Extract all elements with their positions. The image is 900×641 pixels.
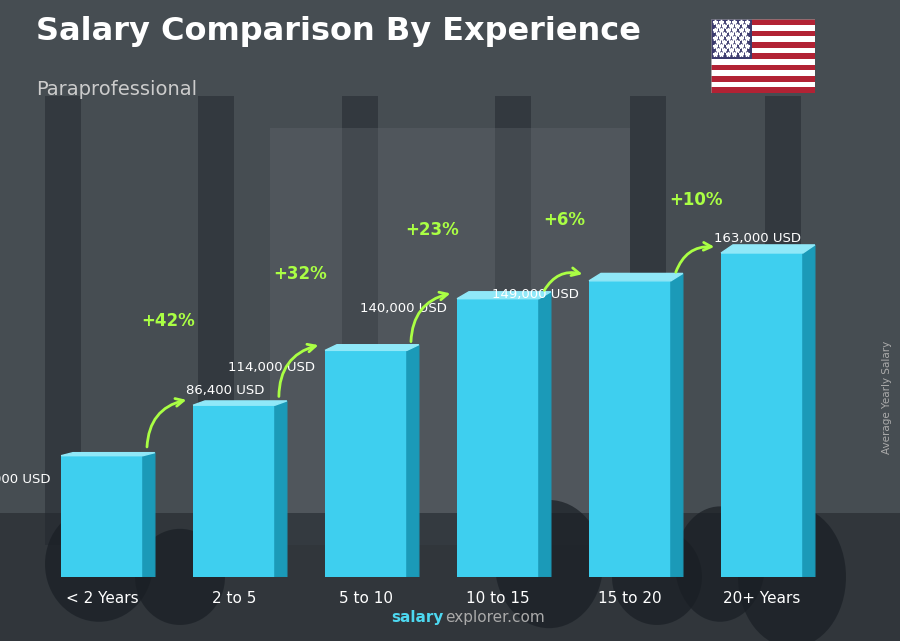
Text: Average Yearly Salary: Average Yearly Salary <box>881 341 892 454</box>
Bar <box>342 96 378 545</box>
Bar <box>711 76 814 81</box>
Polygon shape <box>721 245 815 253</box>
Text: +42%: +42% <box>141 312 195 329</box>
Bar <box>711 53 814 59</box>
Polygon shape <box>274 401 287 577</box>
Text: Salary Comparison By Experience: Salary Comparison By Experience <box>36 16 641 47</box>
Ellipse shape <box>135 529 225 625</box>
Bar <box>325 351 407 577</box>
Ellipse shape <box>612 529 702 625</box>
Text: Paraprofessional: Paraprofessional <box>36 80 197 99</box>
Bar <box>711 87 814 93</box>
Text: +32%: +32% <box>273 265 327 283</box>
Bar <box>711 37 814 42</box>
Bar <box>765 96 801 545</box>
Ellipse shape <box>45 506 153 622</box>
Polygon shape <box>143 453 155 577</box>
Bar <box>711 19 814 25</box>
Polygon shape <box>61 453 155 456</box>
Bar <box>711 71 814 76</box>
Polygon shape <box>325 345 418 351</box>
Bar <box>45 96 81 545</box>
Bar <box>711 25 814 31</box>
Text: +6%: +6% <box>543 211 585 229</box>
Ellipse shape <box>495 500 603 628</box>
Polygon shape <box>803 245 815 577</box>
Text: 149,000 USD: 149,000 USD <box>491 288 579 301</box>
Bar <box>711 19 752 59</box>
Bar <box>711 59 814 65</box>
Polygon shape <box>590 274 683 281</box>
Bar <box>495 96 531 545</box>
Polygon shape <box>194 401 287 405</box>
Bar <box>711 31 814 37</box>
Text: 163,000 USD: 163,000 USD <box>715 232 802 245</box>
Bar <box>721 253 803 577</box>
Text: explorer.com: explorer.com <box>446 610 545 625</box>
Bar <box>711 65 814 71</box>
Text: 114,000 USD: 114,000 USD <box>228 362 314 374</box>
Polygon shape <box>457 292 551 299</box>
Text: 86,400 USD: 86,400 USD <box>186 384 265 397</box>
Bar <box>457 299 539 577</box>
Bar <box>711 81 814 87</box>
Text: 61,000 USD: 61,000 USD <box>0 473 50 486</box>
Ellipse shape <box>675 506 765 622</box>
Polygon shape <box>670 274 683 577</box>
Bar <box>711 47 814 53</box>
Bar <box>630 96 666 545</box>
Text: +23%: +23% <box>405 221 459 239</box>
Polygon shape <box>539 292 551 577</box>
Polygon shape <box>407 345 418 577</box>
Text: +10%: +10% <box>670 191 723 209</box>
Bar <box>194 405 274 577</box>
Bar <box>270 128 630 545</box>
Bar <box>711 42 814 47</box>
Bar <box>590 281 670 577</box>
Text: 140,000 USD: 140,000 USD <box>360 302 446 315</box>
Ellipse shape <box>738 506 846 641</box>
Text: salary: salary <box>392 610 444 625</box>
Bar <box>0 513 900 641</box>
Bar <box>198 96 234 545</box>
Bar <box>61 456 143 577</box>
